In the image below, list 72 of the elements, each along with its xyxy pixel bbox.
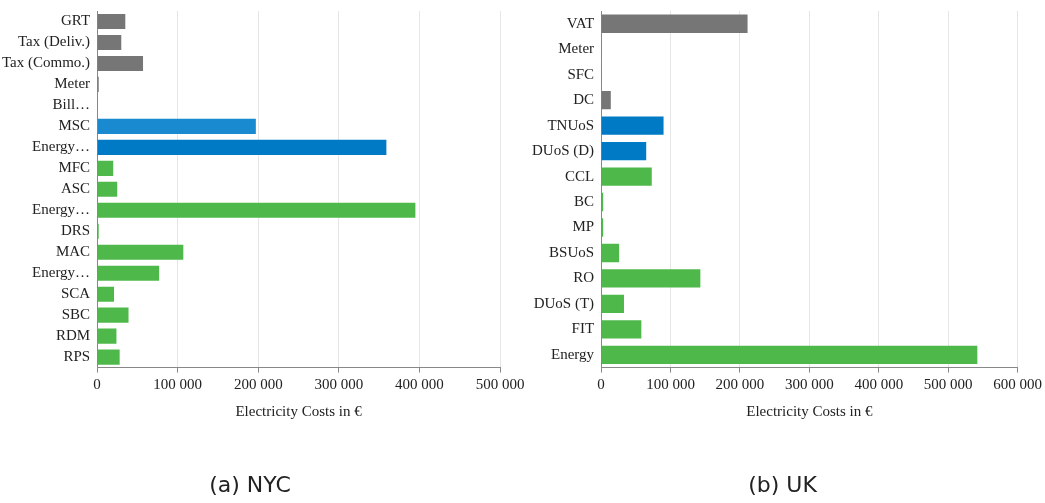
- y-tick-label: MP: [572, 218, 595, 235]
- y-tick-label: DRS: [60, 222, 91, 239]
- y-tick-label: CCL: [564, 167, 595, 184]
- y-tick-label: RDM: [55, 327, 91, 344]
- y-tick-label: Energy: [551, 345, 595, 362]
- y-tick-label: GRT: [60, 12, 91, 29]
- y-tick-label: Meter: [54, 75, 91, 92]
- bar: [601, 141, 647, 161]
- y-tick-label: Tax (Commo.): [1, 54, 91, 72]
- bar: [97, 118, 256, 134]
- text: (a) NYC: [209, 471, 291, 497]
- y-tick-label: Tax (Deliv.): [17, 33, 91, 51]
- y-tick-label: SFC: [567, 65, 595, 82]
- y-tick-label: DC: [573, 91, 595, 108]
- y-tick-label: Energy…: [32, 264, 91, 281]
- x-tick-label: 500 000: [923, 375, 973, 392]
- y-tick-label: FIT: [571, 320, 595, 337]
- bar: [601, 243, 620, 263]
- x-tick-label: 600 000: [993, 375, 1042, 392]
- bar: [97, 55, 144, 71]
- y-tick-label: MFC: [58, 159, 91, 176]
- x-tick-label: 400 000: [395, 375, 444, 392]
- x-tick-label: 100 000: [646, 375, 695, 392]
- bar: [97, 328, 117, 344]
- y-tick-label: DUoS (T): [533, 294, 595, 312]
- x-tick-label: 0: [597, 375, 605, 392]
- bar: [97, 307, 129, 323]
- bar: [97, 349, 120, 365]
- y-tick-label: BC: [574, 192, 595, 209]
- bar: [97, 202, 416, 218]
- bar: [601, 320, 642, 339]
- y-tick-label: BSUoS: [549, 243, 595, 260]
- y-tick-label: SCA: [60, 285, 91, 302]
- y-tick-label: MSC: [58, 117, 91, 134]
- y-tick-label: RPS: [63, 348, 91, 365]
- bar: [601, 269, 701, 288]
- bar: [97, 160, 114, 176]
- y-tick-label: RO: [573, 269, 595, 286]
- y-tick-label: MAC: [55, 243, 91, 260]
- x-tick-label: 100 000: [153, 375, 203, 392]
- bar: [97, 265, 160, 281]
- bar: [601, 294, 624, 314]
- y-tick-label: Energy…: [32, 138, 91, 155]
- bar: [601, 167, 652, 186]
- y-tick-label: TNUoS: [547, 116, 595, 133]
- text: (b) UK: [748, 471, 818, 497]
- y-tick-label: SBC: [61, 306, 91, 323]
- y-tick-label: VAT: [566, 14, 595, 31]
- bar: [601, 345, 978, 365]
- y-tick-label: ASC: [60, 180, 91, 197]
- x-tick-label: 200 000: [715, 375, 765, 392]
- x-axis-title: Electricity Costs in €: [746, 402, 873, 419]
- y-tick-label: DUoS (D): [531, 142, 595, 160]
- y-tick-label: Meter: [558, 40, 595, 57]
- x-tick-label: 400 000: [854, 375, 904, 392]
- y-tick-label: Energy…: [32, 201, 91, 218]
- bar: [97, 139, 387, 155]
- bar: [97, 286, 115, 302]
- x-tick-label: 500 000: [475, 375, 525, 392]
- bar: [601, 90, 611, 110]
- bar: [601, 116, 664, 135]
- y-tick-label: Bill…: [52, 96, 91, 113]
- x-tick-label: 300 000: [784, 375, 834, 392]
- bar: [97, 244, 184, 260]
- x-tick-label: 200 000: [233, 375, 283, 392]
- bar: [601, 14, 748, 33]
- bar: [97, 181, 118, 197]
- x-axis-title: Electricity Costs in €: [235, 402, 363, 419]
- bar: [97, 34, 122, 51]
- x-tick-label: 300 000: [314, 375, 364, 392]
- bar: [97, 13, 126, 30]
- x-tick-label: 0: [93, 375, 101, 392]
